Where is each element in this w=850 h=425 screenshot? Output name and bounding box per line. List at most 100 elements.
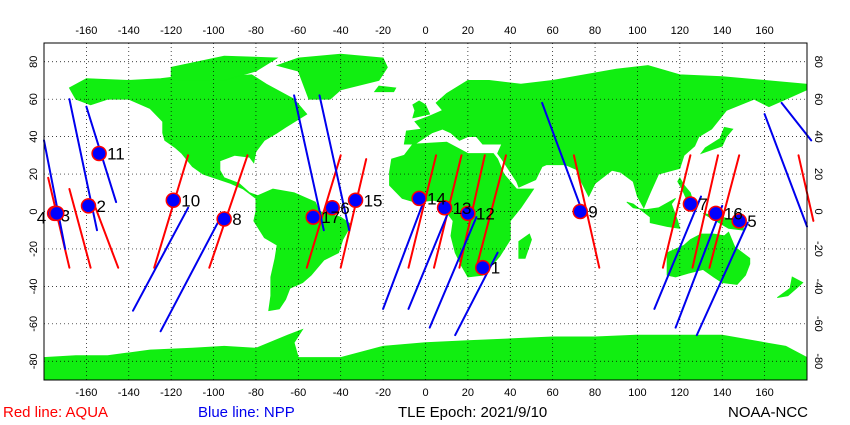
lat-tick-left: 80: [28, 56, 40, 68]
marker-label: 6: [340, 199, 349, 218]
marker-dot: [347, 192, 364, 209]
lon-tick-top: 160: [755, 25, 773, 37]
satellite-marker: 7: [682, 195, 708, 214]
marker-dot: [460, 205, 476, 222]
npp-track: [132, 206, 190, 312]
npp-track: [780, 101, 813, 142]
marker-label: 15: [364, 191, 383, 210]
satellite-marker: 2: [80, 197, 106, 216]
lon-tick-top: -140: [118, 25, 140, 37]
npp-track: [541, 101, 584, 213]
marker-label: 8: [232, 210, 241, 229]
marker-dot: [411, 190, 427, 207]
lon-tick-top: 80: [589, 25, 601, 37]
satellite-marker: 11: [91, 145, 125, 164]
lon-tick-bottom: -160: [75, 387, 97, 399]
lon-tick-top: -80: [248, 25, 264, 37]
npp-track: [763, 113, 808, 228]
lat-tick-left: 0: [28, 208, 40, 214]
lon-tick-top: 120: [671, 25, 689, 37]
aqua-track: [661, 154, 692, 269]
npp-track: [159, 221, 219, 333]
marker-label: 12: [476, 204, 495, 223]
satellite-marker: 14: [411, 189, 446, 208]
lat-tick-left: 40: [28, 130, 40, 142]
npp-track: [674, 204, 724, 329]
aqua-track: [797, 154, 815, 222]
marker-label: 11: [107, 145, 125, 164]
lon-tick-bottom: 80: [589, 387, 601, 399]
npp-track: [454, 251, 499, 337]
npp-track: [293, 94, 325, 232]
satellite-marker: 12: [460, 204, 495, 223]
lon-tick-bottom: -140: [118, 387, 140, 399]
map-frame: [43, 42, 808, 381]
marker-dot: [324, 200, 340, 216]
marker-dot: [572, 203, 588, 220]
marker-label: 9: [588, 203, 597, 222]
npp-track: [407, 204, 452, 310]
lat-tick-left: 20: [28, 168, 40, 180]
aqua-track: [407, 154, 438, 269]
satellite-marker: 6: [324, 199, 350, 218]
iceland-land: [373, 85, 397, 93]
marker-dot: [48, 205, 65, 222]
lon-tick-bottom: 160: [755, 387, 773, 399]
npp-track: [43, 139, 67, 250]
satellite-marker: 17: [305, 208, 340, 227]
lon-tick-bottom: 20: [462, 387, 474, 399]
aqua-track: [91, 199, 120, 269]
lat-tick-left: 60: [28, 93, 40, 105]
aqua-track: [708, 154, 741, 269]
marker-dot: [305, 209, 321, 225]
lat-tick-right: -20: [812, 241, 824, 257]
marker-label: 10: [181, 191, 200, 210]
marker-label: 3: [61, 206, 70, 225]
npp-track: [382, 195, 427, 310]
japan-land: [699, 126, 734, 155]
lon-tick-top: -120: [160, 25, 182, 37]
lat-tick-left: -80: [28, 353, 40, 369]
lon-tick-bottom: -20: [375, 387, 391, 399]
lon-tick-bottom: 100: [628, 387, 646, 399]
satellite-marker: 9: [572, 203, 598, 222]
lon-tick-top: -20: [375, 25, 391, 37]
satellite-marker: 10: [165, 191, 200, 210]
npp-track: [318, 94, 351, 232]
satellite-marker: 16: [708, 204, 743, 223]
marker-dot: [91, 145, 107, 162]
marker-label: 13: [453, 199, 472, 218]
lat-tick-right: 20: [812, 168, 824, 180]
lon-tick-top: 40: [504, 25, 516, 37]
satellite-marker: 13: [436, 199, 472, 218]
lon-tick-top: -40: [333, 25, 349, 37]
marker-dot: [80, 198, 97, 214]
marker-label: 5: [747, 212, 756, 231]
aqua-track: [475, 154, 507, 269]
lon-tick-top: 20: [462, 25, 474, 37]
greenland-land: [275, 53, 388, 100]
npp-track: [428, 216, 478, 329]
lat-tick-right: -40: [812, 278, 824, 294]
lon-tick-bottom: 140: [713, 387, 731, 399]
marker-label: 14: [427, 189, 446, 208]
lon-tick-top: 0: [422, 25, 428, 37]
marker-label: 7: [698, 195, 707, 214]
aqua-track: [305, 154, 342, 269]
marker-label: 4: [37, 208, 46, 227]
marker-label: 1: [491, 259, 500, 278]
marker-label: 2: [97, 197, 106, 216]
lat-tick-left: -40: [28, 278, 40, 294]
satellite-marker: 15: [347, 191, 383, 210]
tle-epoch: TLE Epoch: 2021/9/10: [398, 404, 548, 421]
satellite-marker: 5: [731, 212, 757, 231]
lon-tick-bottom: 120: [671, 387, 689, 399]
lon-tick-bottom: -40: [333, 387, 349, 399]
marker-dot: [165, 192, 182, 209]
lon-tick-bottom: 0: [422, 387, 428, 399]
lat-tick-right: 40: [812, 130, 824, 142]
indonesia-land: [626, 198, 681, 229]
arctic-islands-land: [170, 55, 279, 81]
aqua-track: [691, 154, 719, 269]
